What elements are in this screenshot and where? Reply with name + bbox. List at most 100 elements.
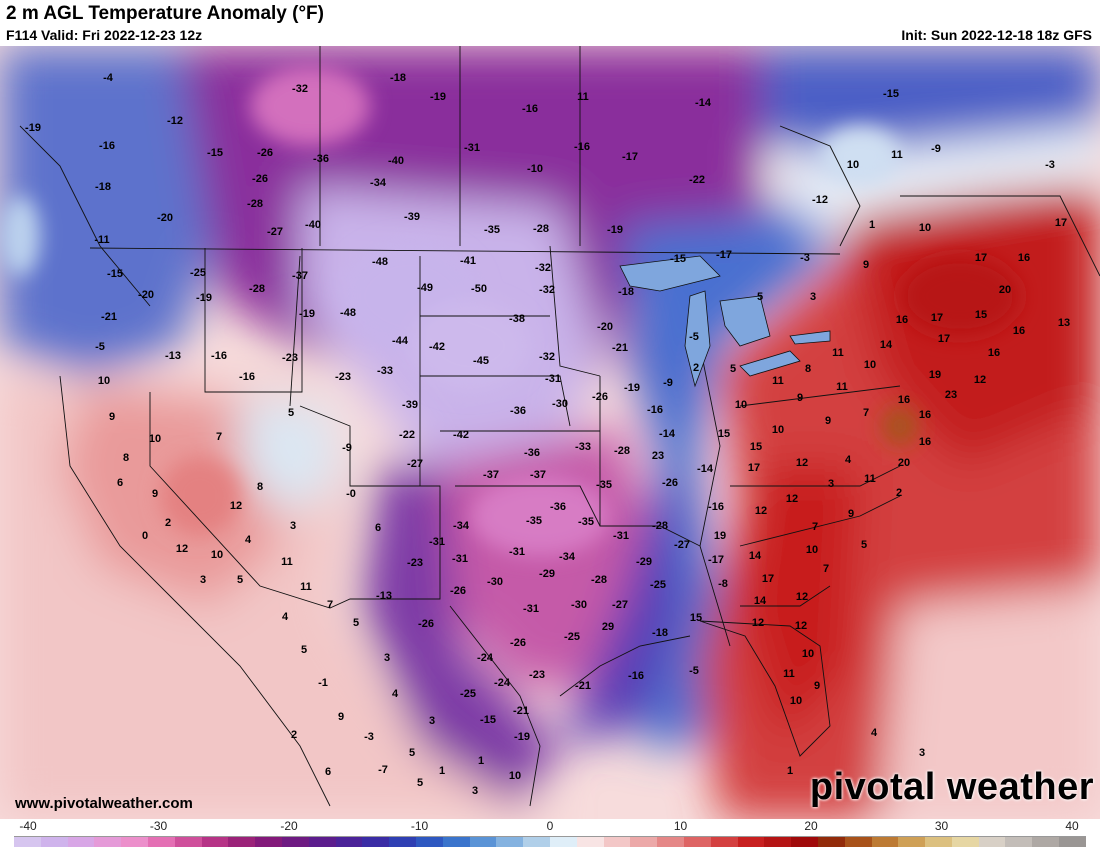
anomaly-value-label: 1 [787,765,793,777]
colorbar-swatch [174,837,202,847]
anomaly-value-label: -50 [471,283,487,295]
anomaly-value-label: -42 [453,429,469,441]
anomaly-value-label: -31 [464,142,480,154]
anomaly-value-label: -36 [524,447,540,459]
colorbar-swatch [844,837,872,847]
anomaly-value-label: -18 [95,181,111,193]
map-title: 2 m AGL Temperature Anomaly (°F) [6,3,324,24]
colorbar-swatch [791,837,818,847]
anomaly-shading [0,46,1100,819]
anomaly-value-label: -30 [487,576,503,588]
anomaly-value-label: 15 [750,441,762,453]
colorbar-swatch [603,837,631,847]
anomaly-value-label: -42 [429,341,445,353]
anomaly-value-label: 11 [836,381,848,393]
anomaly-value-label: 9 [863,259,869,271]
colorbar-swatch [549,837,577,847]
anomaly-value-label: -19 [196,292,212,304]
colorbar-swatch [389,837,416,847]
anomaly-value-label: -5 [689,665,699,677]
colorbar-swatch [871,837,899,847]
anomaly-value-label: -13 [165,350,181,362]
colorbar-swatch [978,837,1006,847]
anomaly-value-label: -33 [575,441,591,453]
anomaly-value-label: -14 [695,97,712,109]
anomaly-value-label: 4 [845,454,852,466]
colorbar-swatch [523,837,550,847]
anomaly-map[interactable]: -4 -19 -12 -16 -15 -26 -32 -18 -19 -16 11 -14 -16 -17… [0,46,1100,819]
colorbar-tick-label: -20 [280,819,298,833]
anomaly-value-label: -16 [708,501,724,513]
anomaly-value-label: -30 [552,398,568,410]
colorbar-swatch [764,837,792,847]
colorbar-swatch [496,837,524,847]
anomaly-value-label: -16 [211,350,227,362]
anomaly-value-label: 11 [772,375,784,387]
anomaly-value-label: 10 [790,695,802,707]
site-url[interactable]: www.pivotalweather.com [15,795,193,812]
anomaly-value-label: 11 [891,149,903,161]
anomaly-value-label: 15 [690,612,702,624]
anomaly-value-label: -8 [718,578,728,590]
anomaly-value-label: 5 [288,407,294,419]
anomaly-value-label: -21 [513,705,529,717]
colorbar-swatch [201,837,229,847]
anomaly-value-label: -9 [663,377,673,389]
colorbar-swatch [576,837,604,847]
anomaly-value-label: -21 [612,342,628,354]
anomaly-value-label: 1 [478,755,484,767]
anomaly-value-label: -10 [527,163,543,175]
anomaly-value-label: -34 [559,551,576,563]
anomaly-value-label: 10 [149,433,161,445]
anomaly-value-label: -28 [533,223,549,235]
colorbar: -40 -30 -20 -10 0 10 20 30 40 [14,819,1086,847]
anomaly-value-label: 3 [472,785,478,797]
anomaly-value-label: 23 [945,389,957,401]
colorbar-swatch [951,837,979,847]
anomaly-value-label: -18 [618,286,634,298]
anomaly-value-label: -27 [674,539,690,551]
anomaly-value-label: -26 [662,477,678,489]
anomaly-value-label: -24 [477,652,494,664]
anomaly-value-label: 12 [176,543,188,555]
anomaly-value-label: -48 [340,307,356,319]
anomaly-value-label: -15 [207,147,223,159]
anomaly-value-label: 10 [509,770,521,782]
anomaly-value-label: -9 [931,143,941,155]
anomaly-value-label: 7 [863,407,869,419]
anomaly-value-label: -32 [539,284,555,296]
anomaly-value-label: -35 [578,516,594,528]
anomaly-value-label: 23 [652,450,664,462]
colorbar-swatch [1005,837,1033,847]
colorbar-swatch [308,837,336,847]
anomaly-value-label: -13 [376,590,392,602]
anomaly-value-label: -19 [430,91,446,103]
anomaly-value-label: 17 [975,252,987,264]
anomaly-value-label: -32 [539,351,555,363]
anomaly-value-label: 2 [896,487,902,499]
anomaly-value-label: 9 [797,392,803,404]
colorbar-swatch [469,837,497,847]
anomaly-value-label: -18 [390,72,406,84]
colorbar-swatch [255,837,282,847]
great-lakes [619,255,831,388]
anomaly-value-label: -21 [101,311,117,323]
anomaly-value-label: 15 [975,309,987,321]
colorbar-tick-label: 40 [1065,819,1079,833]
anomaly-value-label: 12 [796,457,808,469]
anomaly-value-label: -17 [716,249,732,261]
anomaly-value-label: 11 [864,473,876,485]
anomaly-value-label: -5 [689,331,699,343]
anomaly-value-label: 11 [300,581,312,593]
anomaly-value-label: 6 [117,477,123,489]
anomaly-value-label: 5 [301,644,307,656]
anomaly-value-label: -14 [697,463,714,475]
anomaly-value-label: 11 [783,668,795,680]
anomaly-value-label: 4 [392,688,399,700]
colorbar-swatch [737,837,765,847]
anomaly-value-label: -14 [659,428,676,440]
anomaly-value-label: 5 [353,617,359,629]
anomaly-value-label: -35 [596,479,612,491]
anomaly-value-label: 12 [755,505,767,517]
anomaly-value-label: 17 [748,462,760,474]
